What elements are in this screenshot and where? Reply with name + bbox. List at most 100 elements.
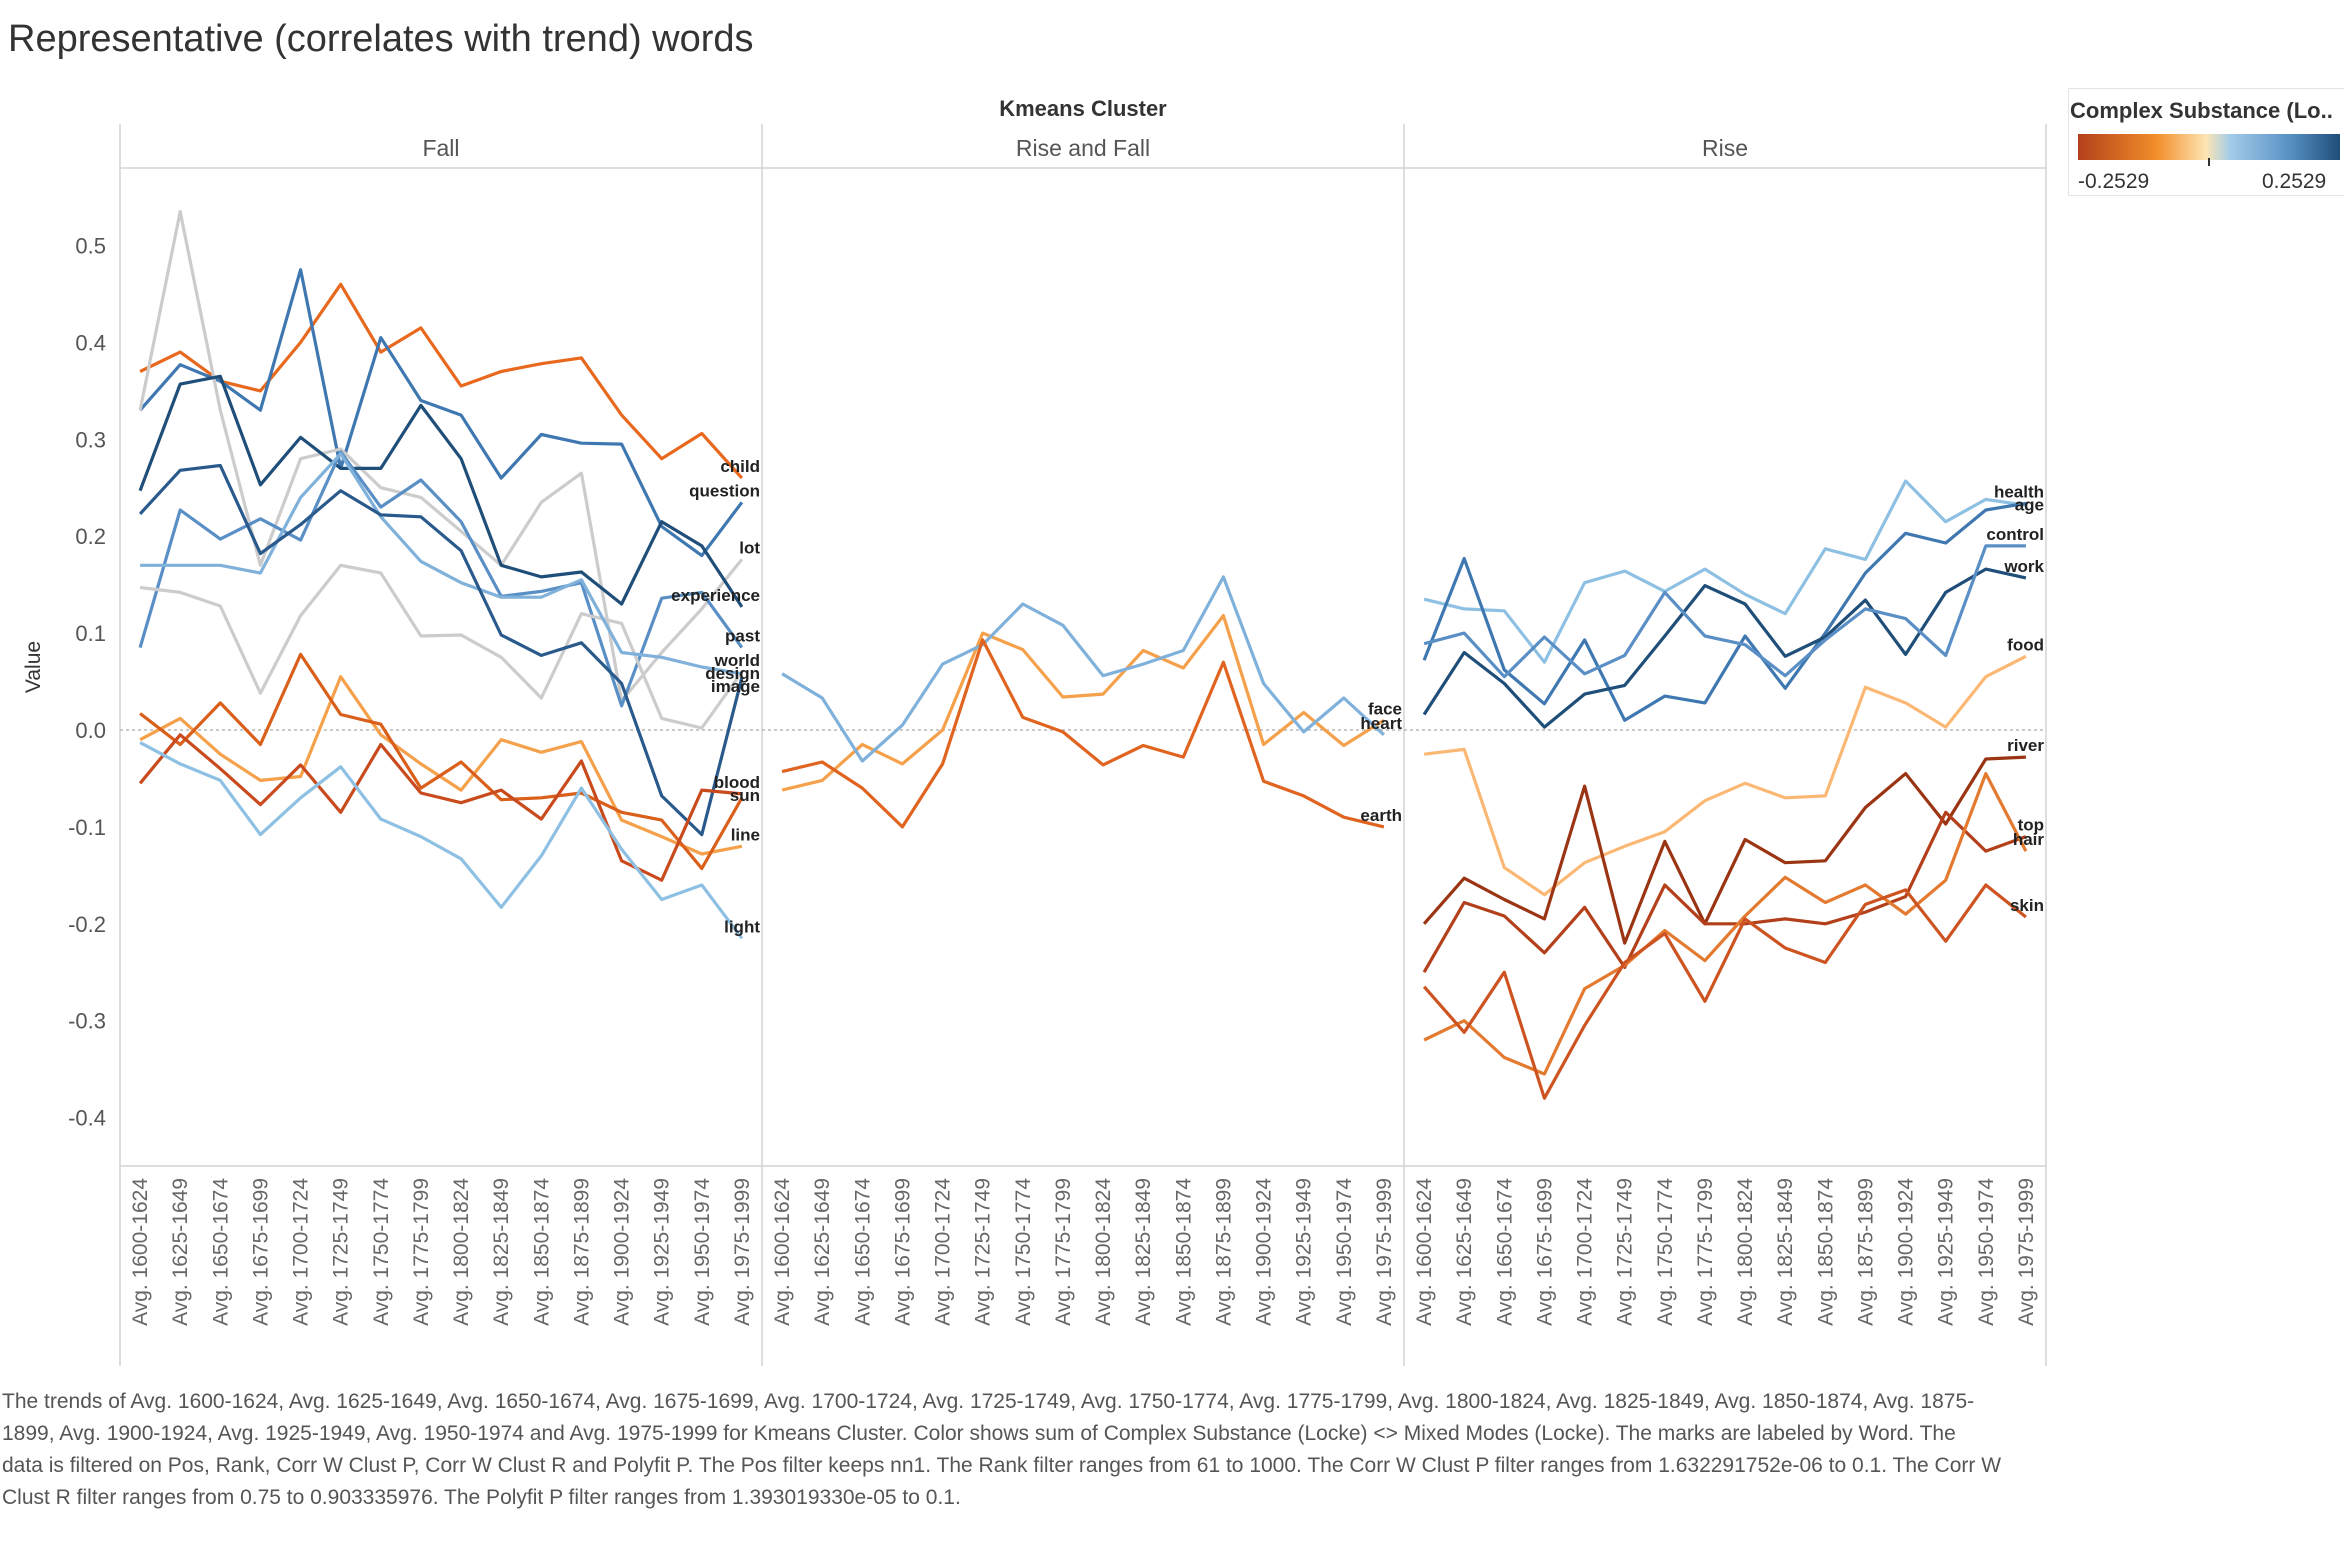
- data-label: food: [2007, 635, 2044, 654]
- x-tick-label: Avg. 1950-1974: [1333, 1178, 1356, 1326]
- data-label: experience: [671, 586, 760, 605]
- data-label: top: [2018, 816, 2044, 835]
- series-line-light: [139, 741, 744, 940]
- data-label: age: [2015, 495, 2044, 514]
- series-line-hair: [1423, 771, 2028, 1076]
- series-line-image: [138, 463, 744, 837]
- x-tick-label: Avg. 1900-1924: [1253, 1178, 1276, 1326]
- data-label: design: [705, 664, 760, 683]
- data-label: lot: [739, 538, 760, 557]
- data-label: earth: [1360, 806, 1402, 825]
- y-tick-label: 0.0: [75, 718, 106, 743]
- y-tick-label: 0.1: [75, 621, 106, 646]
- series-line-question: [138, 268, 744, 558]
- y-axis-title: Value: [22, 641, 45, 693]
- x-tick-label: Avg. 1775-1799: [1694, 1178, 1717, 1326]
- data-label: past: [725, 627, 760, 646]
- data-label: hair: [2013, 830, 2045, 849]
- panel-header: Rise: [1702, 135, 1748, 161]
- x-tick-label: Avg. 1825-1849: [1132, 1178, 1155, 1326]
- series-line-line: [139, 675, 743, 856]
- x-tick-label: Avg. 1850-1874: [1814, 1178, 1837, 1326]
- color-legend: [2068, 88, 2344, 196]
- x-tick-label: Avg. 1850-1874: [530, 1178, 553, 1326]
- x-tick-label: Avg. 1975-1999: [731, 1178, 754, 1326]
- data-label: work: [2003, 557, 2044, 576]
- x-tick-label: Avg. 1750-1774: [1012, 1178, 1035, 1326]
- x-tick-label: Avg. 1675-1699: [249, 1178, 272, 1326]
- x-tick-label: Avg. 1850-1874: [1172, 1178, 1195, 1326]
- x-tick-label: Avg. 1725-1749: [1614, 1178, 1637, 1326]
- series-line-face: [781, 613, 1385, 792]
- x-tick-label: Avg. 1600-1624: [1413, 1178, 1436, 1326]
- series-line-world: [139, 563, 744, 730]
- x-tick-label: Avg. 1950-1974: [1975, 1178, 1998, 1326]
- data-label: heart: [1360, 714, 1402, 733]
- x-tick-label: Avg. 1650-1674: [851, 1178, 874, 1326]
- series-line-age: [1423, 479, 2027, 664]
- x-tick-label: Avg. 1800-1824: [1734, 1178, 1757, 1326]
- y-tick-label: -0.3: [68, 1009, 106, 1034]
- legend-midpoint-tick: [2208, 158, 2210, 166]
- x-tick-label: Avg. 1875-1899: [570, 1178, 593, 1326]
- series-line-control: [1423, 544, 2026, 679]
- x-tick-label: Avg. 1625-1649: [169, 1178, 192, 1326]
- series-line-river: [1422, 755, 2026, 945]
- data-label: child: [720, 457, 760, 476]
- x-tick-label: Avg. 1700-1724: [1574, 1178, 1597, 1326]
- x-tick-label: Avg. 1800-1824: [1092, 1178, 1115, 1326]
- series-line-past: [138, 450, 744, 708]
- x-tick-label: Avg. 1725-1749: [330, 1178, 353, 1326]
- legend-min-label: -0.2529: [2078, 170, 2150, 193]
- x-tick-label: Avg. 1900-1924: [1895, 1178, 1918, 1326]
- series-line-top: [1422, 810, 2027, 973]
- x-tick-label: Avg. 1925-1949: [1293, 1178, 1316, 1326]
- panel-header: Fall: [422, 135, 459, 161]
- x-tick-label: Avg. 1875-1899: [1854, 1178, 1877, 1326]
- x-tick-label: Avg. 1950-1974: [691, 1178, 714, 1326]
- x-tick-label: Avg. 1600-1624: [129, 1178, 152, 1326]
- data-label: question: [689, 481, 760, 500]
- x-tick-label: Avg. 1625-1649: [1453, 1178, 1476, 1326]
- series-line-lot: [138, 210, 744, 703]
- data-label: face: [1368, 699, 1402, 718]
- x-tick-label: Avg. 1975-1999: [1373, 1178, 1396, 1326]
- x-tick-label: Avg. 1875-1899: [1212, 1178, 1235, 1326]
- x-tick-label: Avg. 1925-1949: [1935, 1178, 1958, 1326]
- series-line-design: [140, 452, 743, 676]
- legend-color-ramp: [2078, 134, 2340, 160]
- series-line-experience: [138, 374, 744, 608]
- page-title: Representative (correlates with trend) w…: [8, 18, 754, 60]
- y-tick-label: 0.5: [75, 234, 106, 259]
- legend-title: Complex Substance (Lo..: [2070, 98, 2333, 123]
- x-tick-label: Avg. 1700-1724: [290, 1178, 313, 1326]
- column-header: Kmeans Cluster: [999, 96, 1167, 121]
- y-tick-label: -0.4: [68, 1106, 106, 1131]
- y-tick-label: 0.3: [75, 427, 106, 452]
- line-chart: Kmeans Cluster Value 0.5 0.4 0.3 0.2 0.1 0.0 -0.…: [22, 96, 2047, 1366]
- data-label: light: [724, 917, 760, 936]
- data-label: river: [2007, 736, 2044, 755]
- x-tick-label: Avg. 1675-1699: [891, 1178, 914, 1326]
- data-label: skin: [2010, 896, 2044, 915]
- panel-header: Rise and Fall: [1016, 135, 1150, 161]
- y-tick-label: -0.1: [68, 815, 106, 840]
- y-tick-label: 0.2: [75, 524, 106, 549]
- data-label: control: [1986, 525, 2044, 544]
- x-tick-label: Avg. 1900-1924: [611, 1178, 634, 1326]
- x-tick-label: Avg. 1650-1674: [1493, 1178, 1516, 1326]
- x-tick-label: Avg. 1750-1774: [370, 1178, 393, 1326]
- x-tick-label: Avg. 1775-1799: [1052, 1178, 1075, 1326]
- x-tick-label: Avg. 1825-1849: [1774, 1178, 1797, 1326]
- x-tick-label: Avg. 1725-1749: [972, 1178, 995, 1326]
- data-label: world: [714, 651, 760, 670]
- y-tick-label: -0.2: [68, 912, 106, 937]
- y-tick-label: 0.4: [75, 330, 106, 355]
- data-label: line: [731, 825, 760, 844]
- series-line-work: [1422, 567, 2027, 729]
- series-line-skin: [1422, 883, 2027, 1100]
- series-line-heart: [781, 575, 1385, 763]
- series-line-child: [139, 282, 744, 480]
- x-tick-label: Avg. 1600-1624: [771, 1178, 794, 1326]
- series-line-food: [1423, 654, 2027, 897]
